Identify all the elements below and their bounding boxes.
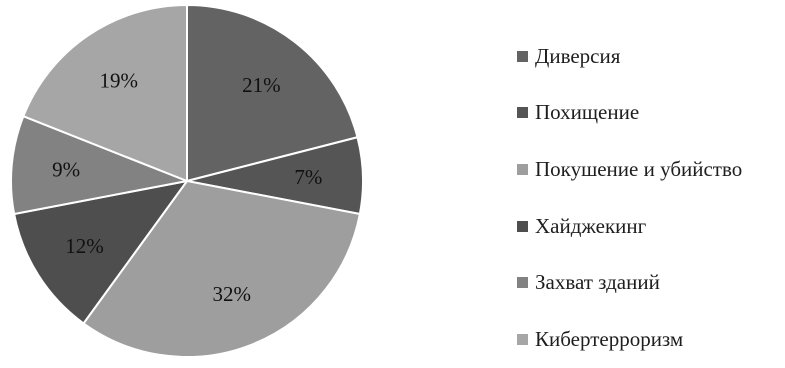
pie-data-labels: 21% 7% 32% 12% 9% 19% — [52, 69, 322, 306]
legend-label: Диверсия — [535, 43, 621, 68]
legend-item: Диверсия — [517, 28, 742, 85]
legend-swatch — [517, 220, 528, 232]
legend-label: Кибертерроризм — [535, 326, 684, 351]
pie-slice — [22, 4, 188, 182]
legend-item: Похищение — [517, 85, 742, 142]
slice-data-label: 7% — [294, 165, 322, 189]
legend-item: Захват зданий — [517, 254, 742, 311]
pie-slice — [186, 4, 359, 182]
pie-slice — [13, 180, 188, 325]
legend-item: Хайджекинг — [517, 198, 742, 255]
pie-chart: 21% 7% 32% 12% 9% 19% — [10, 4, 364, 356]
chart-legend: Диверсия Похищение Покушение и убийство Хай… — [517, 28, 742, 368]
pie-slice — [82, 180, 361, 356]
legend-swatch — [517, 333, 528, 345]
legend-label: Покушение и убийство — [535, 156, 743, 181]
legend-swatch — [517, 107, 528, 119]
pie-slices — [10, 4, 364, 356]
slice-data-label: 12% — [65, 234, 104, 258]
legend-label: Хайджекинг — [535, 213, 647, 238]
slice-data-label: 9% — [52, 158, 80, 182]
pie-slice — [10, 115, 188, 215]
legend-item: Покушение и убийство — [517, 141, 742, 198]
slice-data-label: 21% — [242, 73, 281, 97]
legend-swatch — [517, 163, 528, 175]
legend-swatch — [517, 277, 528, 289]
legend-item: Кибертерроризм — [517, 311, 742, 368]
legend-label: Захват зданий — [535, 270, 660, 295]
slice-data-label: 32% — [212, 282, 251, 306]
legend-swatch — [517, 50, 528, 62]
legend-label: Похищение — [535, 100, 640, 125]
slice-data-label: 19% — [99, 69, 138, 93]
